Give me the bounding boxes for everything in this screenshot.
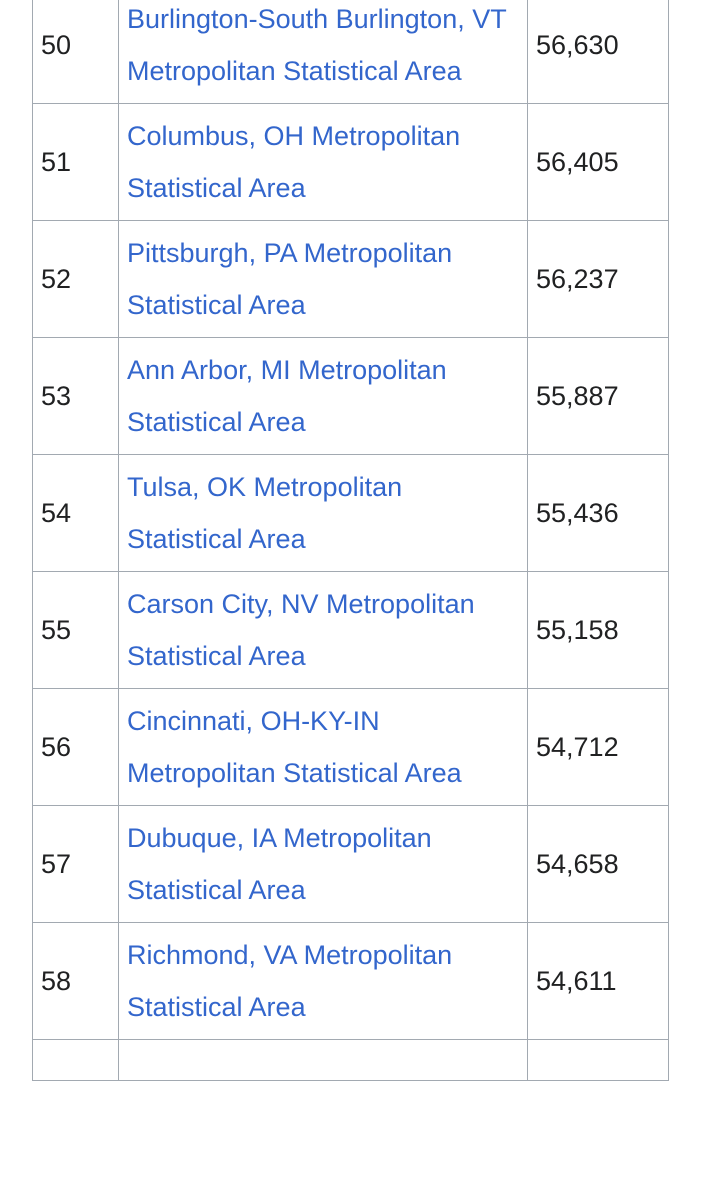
rank-cell: 55 bbox=[32, 571, 119, 689]
area-link[interactable]: Ann Arbor, MI Metropolitan Statistical A… bbox=[118, 337, 528, 455]
rank-cell: 56 bbox=[32, 688, 119, 806]
table-row bbox=[32, 1039, 669, 1081]
table-row: 56 Cincinnati, OH-KY-IN Metropolitan Stat… bbox=[32, 688, 669, 806]
value-cell: 56,405 bbox=[527, 103, 669, 221]
table-row: 58 Richmond, VA Metropolitan Statistical … bbox=[32, 922, 669, 1040]
table-row: 53 Ann Arbor, MI Metropolitan Statistical… bbox=[32, 337, 669, 455]
rank-cell: 52 bbox=[32, 220, 119, 338]
value-cell: 54,611 bbox=[527, 922, 669, 1040]
rank-cell: 51 bbox=[32, 103, 119, 221]
table-row: 57 Dubuque, IA Metropolitan Statistical A… bbox=[32, 805, 669, 923]
value-cell: 55,887 bbox=[527, 337, 669, 455]
area-link[interactable]: Carson City, NV Metropolitan Statistical… bbox=[118, 571, 528, 689]
value-cell: 54,712 bbox=[527, 688, 669, 806]
table-row: 51 Columbus, OH Metropolitan Statistical … bbox=[32, 103, 669, 221]
area-link[interactable]: Richmond, VA Metropolitan Statistical Ar… bbox=[118, 922, 528, 1040]
rank-cell: 54 bbox=[32, 454, 119, 572]
value-cell: 54,658 bbox=[527, 805, 669, 923]
area-link[interactable]: Dubuque, IA Metropolitan Statistical Are… bbox=[118, 805, 528, 923]
table-row: 50 Burlington-South Burlington, VT Metrop… bbox=[32, 0, 669, 104]
value-cell: 55,436 bbox=[527, 454, 669, 572]
rank-cell: 58 bbox=[32, 922, 119, 1040]
value-cell: 56,630 bbox=[527, 0, 669, 104]
rank-cell: 57 bbox=[32, 805, 119, 923]
empty-cell bbox=[527, 1039, 669, 1081]
area-link[interactable]: Cincinnati, OH-KY-IN Metropolitan Statis… bbox=[118, 688, 528, 806]
area-link[interactable]: Columbus, OH Metropolitan Statistical Ar… bbox=[118, 103, 528, 221]
data-table: 50 Burlington-South Burlington, VT Metrop… bbox=[32, 0, 669, 1081]
table-row: 52 Pittsburgh, PA Metropolitan Statistica… bbox=[32, 220, 669, 338]
rank-cell: 53 bbox=[32, 337, 119, 455]
area-link[interactable]: Pittsburgh, PA Metropolitan Statistical … bbox=[118, 220, 528, 338]
rank-cell: 50 bbox=[32, 0, 119, 104]
table-row: 54 Tulsa, OK Metropolitan Statistical Are… bbox=[32, 454, 669, 572]
value-cell: 56,237 bbox=[527, 220, 669, 338]
area-link[interactable]: Tulsa, OK Metropolitan Statistical Area bbox=[118, 454, 528, 572]
table-body: 50 Burlington-South Burlington, VT Metrop… bbox=[32, 0, 669, 1081]
area-link[interactable]: Burlington-South Burlington, VT Metropol… bbox=[118, 0, 528, 104]
empty-cell bbox=[32, 1039, 119, 1081]
value-cell: 55,158 bbox=[527, 571, 669, 689]
empty-cell bbox=[118, 1039, 528, 1081]
table-row: 55 Carson City, NV Metropolitan Statistic… bbox=[32, 571, 669, 689]
